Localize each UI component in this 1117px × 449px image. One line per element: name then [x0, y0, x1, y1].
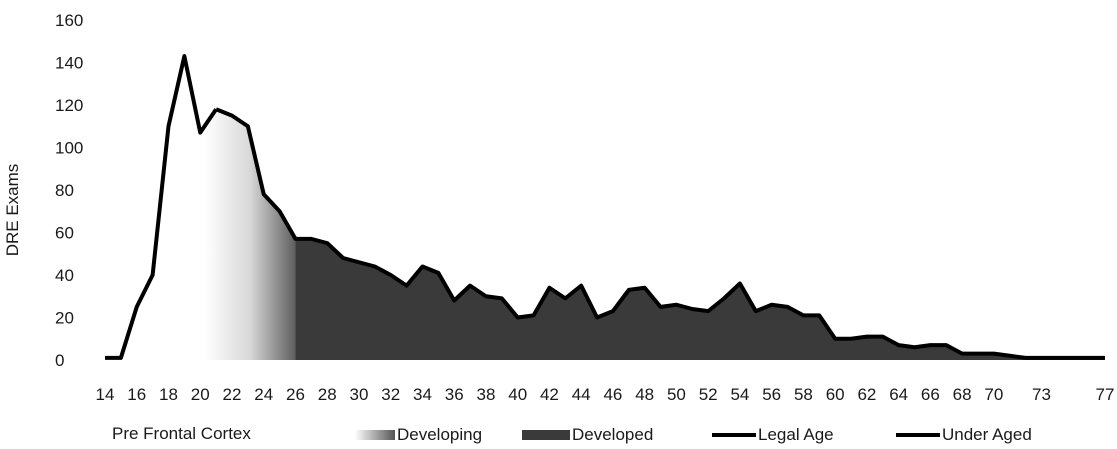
x-tick-label: 62 [857, 385, 876, 404]
x-tick-label: 77 [1096, 385, 1115, 404]
legend-item-developing: Developing [355, 424, 482, 446]
legend-label-under-aged: Under Aged [942, 425, 1032, 444]
x-tick-label: 68 [953, 385, 972, 404]
legend-item-under-aged: Under Aged [896, 424, 1032, 446]
x-tick-label: 38 [476, 385, 495, 404]
x-tick-label: 40 [508, 385, 527, 404]
x-tick-label: 70 [984, 385, 1003, 404]
y-tick-label: 40 [55, 266, 74, 285]
x-tick-label: 30 [350, 385, 369, 404]
x-tick-label: 46 [603, 385, 622, 404]
legend-title: Pre Frontal Cortex [112, 424, 251, 443]
legend-label-developed: Developed [572, 425, 654, 444]
x-tick-label: 34 [413, 385, 432, 404]
y-tick-label: 20 [55, 309, 74, 328]
x-tick-label: 60 [826, 385, 845, 404]
y-tick-label: 80 [55, 181, 74, 200]
x-tick-label: 48 [635, 385, 654, 404]
y-tick-label: 120 [55, 96, 83, 115]
y-axis-title: DRE Exams [3, 164, 22, 257]
x-tick-label: 24 [254, 385, 273, 404]
x-tick-label: 14 [96, 385, 115, 404]
legend-label-developing: Developing [397, 425, 483, 444]
y-tick-label: 160 [55, 11, 83, 30]
x-tick-label: 52 [699, 385, 718, 404]
legend-swatch-under-aged [896, 433, 940, 437]
legend-item-developed: Developed [522, 424, 653, 446]
x-tick-label: 18 [159, 385, 178, 404]
y-tick-label: 60 [55, 224, 74, 243]
legend-swatch-developed [522, 430, 570, 440]
x-tick-label: 42 [540, 385, 559, 404]
x-tick-label: 58 [794, 385, 813, 404]
x-tick-label: 36 [445, 385, 464, 404]
x-tick-label: 26 [286, 385, 305, 404]
legend-item-legal-age: Legal Age [712, 424, 834, 446]
legend: Pre Frontal Cortex Developing Developed … [0, 424, 1117, 446]
legend-swatch-legal-age [712, 433, 756, 437]
y-tick-label: 0 [55, 351, 64, 370]
y-tick-label: 100 [55, 139, 83, 158]
x-tick-label: 64 [889, 385, 908, 404]
area-developing [200, 109, 296, 360]
x-tick-label: 20 [191, 385, 210, 404]
x-tick-label: 54 [730, 385, 749, 404]
x-tick-label: 44 [572, 385, 591, 404]
chart: DRE Exams 0 20 40 60 80 100 120 140 160 14 16 18 20… [3, 11, 1115, 404]
x-tick-label: 16 [127, 385, 146, 404]
legend-swatch-developing [355, 430, 395, 440]
y-tick-label: 140 [55, 54, 83, 73]
x-tick-label: 56 [762, 385, 781, 404]
line-legal-age [215, 107, 1105, 360]
x-tick-label: 50 [667, 385, 686, 404]
x-tick-label: 66 [921, 385, 940, 404]
line-under-aged [105, 54, 218, 360]
x-tick-label: 22 [223, 385, 242, 404]
x-tick-label: 32 [381, 385, 400, 404]
legend-label-legal-age: Legal Age [758, 425, 834, 444]
x-tick-label: 28 [318, 385, 337, 404]
x-tick-label: 73 [1032, 385, 1051, 404]
area-developed [295, 238, 1105, 360]
